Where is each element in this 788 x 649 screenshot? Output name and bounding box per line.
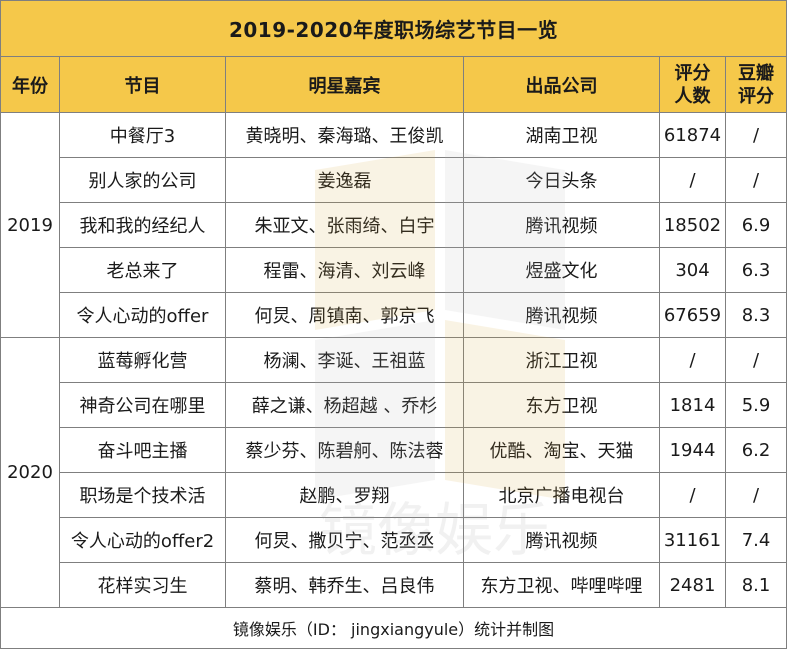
count-cell: 1814 [659, 382, 726, 428]
company-cell: 北京广播电视台 [463, 472, 660, 518]
count-cell: 1944 [659, 427, 726, 473]
stars-cell: 薛之谦、杨超越 、乔杉 [225, 382, 464, 428]
company-cell: 东方卫视、哔哩哔哩 [463, 562, 660, 608]
score-cell: 6.3 [724, 247, 788, 293]
score-cell: / [724, 337, 788, 383]
table-row: 别人家的公司 姜逸磊 今日头条 / / [1, 157, 788, 203]
program-cell: 老总来了 [59, 247, 226, 293]
table-row: 我和我的经纪人 朱亚文、张雨绮、白宇 腾讯视频 18502 6.9 [1, 202, 788, 248]
header-douban-score: 豆瓣 评分 [724, 56, 788, 113]
table-row: 花样实习生 蔡明、韩乔生、吕良伟 东方卫视、哔哩哔哩 2481 8.1 [1, 562, 788, 608]
count-cell: 31161 [659, 517, 726, 563]
count-cell: / [659, 157, 726, 203]
program-cell: 奋斗吧主播 [59, 427, 226, 473]
count-cell: 2481 [659, 562, 726, 608]
stars-cell: 姜逸磊 [225, 157, 464, 203]
count-cell: 18502 [659, 202, 726, 248]
score-cell: 6.9 [724, 202, 788, 248]
count-cell: 304 [659, 247, 726, 293]
stars-cell: 黄晓明、秦海璐、王俊凯 [225, 112, 464, 158]
stars-cell: 蔡少芬、陈碧舸、陈法蓉 [225, 427, 464, 473]
table-row: 神奇公司在哪里 薛之谦、杨超越 、乔杉 东方卫视 1814 5.9 [1, 382, 788, 428]
stars-cell: 杨澜、李诞、王祖蓝 [225, 337, 464, 383]
header-douban-line2: 评分 [738, 85, 775, 107]
company-cell: 优酷、淘宝、天猫 [463, 427, 660, 473]
table-title: 2019-2020年度职场综艺节目一览 [0, 0, 788, 57]
table-row: 2020 蓝莓孵化营 杨澜、李诞、王祖蓝 浙江卫视 / / [0, 337, 788, 608]
table-row: 老总来了 程雷、海清、刘云峰 煜盛文化 304 6.3 [1, 247, 788, 293]
program-cell: 中餐厅3 [59, 112, 226, 158]
year-cell: 2020 [0, 337, 60, 608]
stars-cell: 何炅、撒贝宁、范丞丞 [225, 517, 464, 563]
stars-cell: 蔡明、韩乔生、吕良伟 [225, 562, 464, 608]
count-cell: / [659, 472, 726, 518]
count-cell: / [659, 337, 726, 383]
table-row: 职场是个技术活 赵鹏、罗翔 北京广播电视台 / / [1, 472, 788, 518]
header-program: 节目 [59, 56, 226, 113]
stars-cell: 朱亚文、张雨绮、白宇 [225, 202, 464, 248]
table-row: 令人心动的offer2 何炅、撒贝宁、范丞丞 腾讯视频 31161 7.4 [1, 517, 788, 563]
company-cell: 今日头条 [463, 157, 660, 203]
header-douban-line1: 豆瓣 [738, 62, 775, 84]
program-cell: 令人心动的offer [59, 292, 226, 338]
program-cell: 别人家的公司 [59, 157, 226, 203]
program-cell: 我和我的经纪人 [59, 202, 226, 248]
company-cell: 腾讯视频 [463, 292, 660, 338]
company-cell: 东方卫视 [463, 382, 660, 428]
program-cell: 神奇公司在哪里 [59, 382, 226, 428]
source-footer: 镜像娱乐（ID： jingxiangyule）统计并制图 [0, 607, 788, 649]
stars-cell: 赵鹏、罗翔 [225, 472, 464, 518]
header-stars: 明星嘉宾 [225, 56, 464, 113]
program-cell: 职场是个技术活 [59, 472, 226, 518]
table-row: 奋斗吧主播 蔡少芬、陈碧舸、陈法蓉 优酷、淘宝、天猫 1944 6.2 [1, 427, 788, 473]
score-cell: / [724, 157, 788, 203]
program-cell: 花样实习生 [59, 562, 226, 608]
stars-cell: 何炅、周镇南、郭京飞 [225, 292, 464, 338]
count-cell: 67659 [659, 292, 726, 338]
header-rating-count: 评分 人数 [659, 56, 726, 113]
year-cell: 2019 [0, 112, 60, 338]
table-row: 令人心动的offer 何炅、周镇南、郭京飞 腾讯视频 67659 8.3 [1, 292, 788, 338]
score-cell: 7.4 [724, 517, 788, 563]
program-cell: 令人心动的offer2 [59, 517, 226, 563]
score-cell: 6.2 [724, 427, 788, 473]
company-cell: 湖南卫视 [463, 112, 660, 158]
stars-cell: 程雷、海清、刘云峰 [225, 247, 464, 293]
header-rating-count-line2: 人数 [674, 85, 711, 107]
table-row: 2019 中餐厅3 黄晓明、秦海璐、王俊凯 湖南卫视 61874 / [0, 112, 788, 338]
score-cell: / [724, 472, 788, 518]
score-cell: 8.1 [724, 562, 788, 608]
company-cell: 腾讯视频 [463, 517, 660, 563]
company-cell: 腾讯视频 [463, 202, 660, 248]
count-cell: 61874 [659, 112, 726, 158]
header-year: 年份 [0, 56, 60, 113]
header-rating-count-line1: 评分 [674, 62, 711, 84]
program-cell: 蓝莓孵化营 [59, 337, 226, 383]
score-cell: / [724, 112, 788, 158]
header-company: 出品公司 [463, 56, 660, 113]
company-cell: 浙江卫视 [463, 337, 660, 383]
company-cell: 煜盛文化 [463, 247, 660, 293]
score-cell: 5.9 [724, 382, 788, 428]
score-cell: 8.3 [724, 292, 788, 338]
